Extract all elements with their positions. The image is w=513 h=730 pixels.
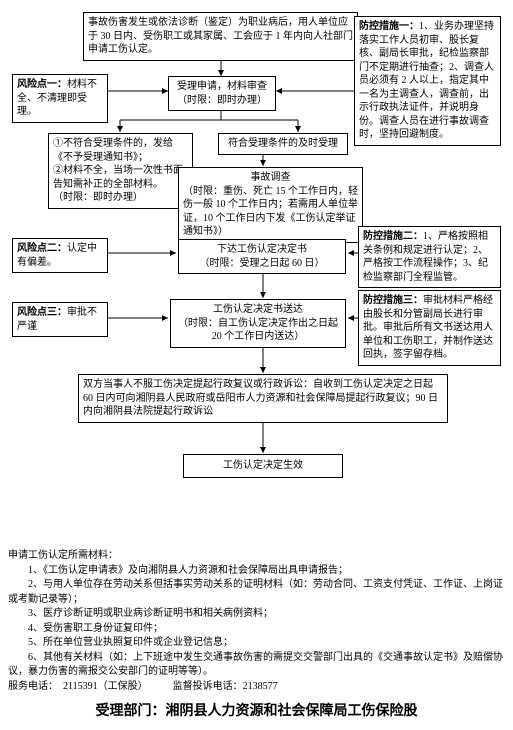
node-reject-or-supplement: ①不符合受理条件的，发给《不予受理通知书》； ②材料不全，当场一次性书面告知需补… [48,133,193,209]
node-start: 事故伤害发生或依法诊断（鉴定）为职业病后，用人单位应于 30 日内、受伤职工或其… [83,12,358,61]
node-control-2: 防控措施二：1、严格按照相关条例和规定进行认定；2、严格按工作流程操作；3、纪检… [358,226,501,288]
l1: ①不符合受理条件的，发给《不予受理通知书》； [53,137,188,164]
l1: 工伤认定决定书送达 [175,303,341,317]
l1: 下达工伤认定决定书 [183,243,341,257]
text: 符合受理条件的及时受理 [228,138,338,149]
l2: ②材料不全，当场一次性书面告知需补正的全部材料。 [53,164,188,191]
l2: （时限：重伤、死亡 15 个工作日内，轻伤一般 10 个工作日内；若需用人单位举… [183,185,358,239]
footer-i6: 6、其他有关材料（如：上下班途中发生交通事故伤害的需提交交警部门出具的《交通事故… [8,651,505,680]
text: 双方当事人不服工伤决定提起行政复议或行政诉讼：自收到工伤认定决定之日起 60 日… [83,379,438,417]
node-effective: 工伤认定决定生效 [183,454,343,478]
node-risk-2: 风险点二：认定中有偏差。 [12,238,108,273]
node-deliver: 工伤认定决定书送达 （时限：自工伤认定决定作出之日起 20 个工作日内送达） [170,299,346,348]
label: 风险点二： [17,243,67,254]
label: 防控措施一： [359,21,419,32]
flowchart: 事故伤害发生或依法诊断（鉴定）为职业病后，用人单位应于 30 日内、受伤职工或其… [8,8,505,543]
l2: （时限：受理之日起 60 日） [183,257,341,271]
label: 防控措施三： [363,295,423,306]
footer-i3: 3、医疗诊断证明或职业病诊断证明书和相关病例资料； [8,607,505,622]
label: 风险点三： [17,307,67,318]
node-accept-review: 受理申请，材料审查 （时限：即时办理） [168,76,276,111]
footer-i1: 1、《工伤认定申请表》及向湘阴县人力资源和社会保障局出具申请报告； [8,564,505,579]
label: 风险点一： [17,79,67,90]
text: 工伤认定决定生效 [223,460,303,471]
footer-dept: 受理部门：湘阴县人力资源和社会保障局工伤保险股 [8,702,505,722]
l1: 事故调查 [183,171,358,185]
line1: 受理申请，材料审查 [173,80,271,94]
footer-notes: 申请工伤认定所需材料： 1、《工伤认定申请表》及向湘阴县人力资源和社会保障局出具… [8,549,505,722]
node-risk-1: 风险点一：材料不全、不清理即受理。 [12,74,108,123]
footer-i5: 5、所在单位营业执照复印件或企业登记信息； [8,636,505,651]
text: 事故伤害发生或依法诊断（鉴定）为职业病后，用人单位应于 30 日内、受伤职工或其… [88,17,353,55]
text: 1、业务办理坚持落实工作人员初审、股长复核、副局长审批，纪检监察部门不定期进行抽… [359,21,494,140]
node-accepted: 符合受理条件的及时受理 [218,133,348,155]
footer-i4: 4、受伤害职工身份证复印件； [8,622,505,637]
footer-i2: 2、与用人单位存在劳动关系但括事实劳动关系的证明材料（如：劳动合同、工资支付凭证… [8,578,505,607]
node-control-3: 防控措施三：审批材料严格经由股长和分管副局长进行审批。审批后所有文书送达用人单位… [358,290,501,366]
l2: （时限：自工伤认定决定作出之日起 20 个工作日内送达） [175,317,341,344]
node-risk-3: 风险点三：审批不严谨 [12,302,108,337]
node-appeal: 双方当事人不服工伤决定提起行政复议或行政诉讼：自收到工伤认定决定之日起 60 日… [78,374,448,423]
l3: （时限：即时办理） [53,191,188,205]
label: 防控措施二： [363,231,423,242]
footer-head: 申请工伤认定所需材料： [8,549,505,564]
node-control-1: 防控措施一：1、业务办理坚持落实工作人员初审、股长复核、副局长审批，纪检监察部门… [354,16,501,146]
footer-tel: 服务电话： 2115391（工保股） 监督投诉电话：2138577 [8,680,505,695]
node-investigation: 事故调查 （时限：重伤、死亡 15 个工作日内，轻伤一般 10 个工作日内；若需… [178,167,363,243]
node-decision: 下达工伤认定决定书 （时限：受理之日起 60 日） [178,239,346,274]
line2: （时限：即时办理） [173,94,271,108]
